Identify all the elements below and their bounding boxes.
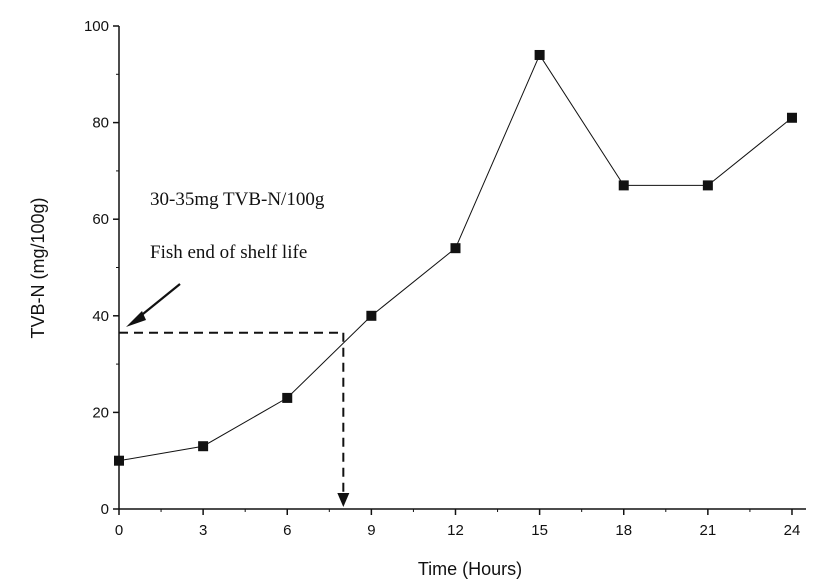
- y-tick-label: 0: [101, 501, 109, 518]
- x-tick-label: 15: [531, 522, 548, 539]
- x-tick-label: 18: [615, 522, 632, 539]
- data-point: [534, 49, 545, 60]
- y-axis-title: TVB-N (mg/100g): [28, 197, 48, 338]
- annotation-line-1: 30-35mg TVB-N/100g: [150, 189, 325, 210]
- x-tick-label: 24: [784, 522, 801, 539]
- x-tick-label: 9: [367, 522, 375, 539]
- x-tick-label: 21: [700, 522, 717, 539]
- y-tick-label: 100: [84, 18, 109, 35]
- threshold-arrowhead: [337, 493, 350, 507]
- y-tick-label: 60: [92, 211, 109, 228]
- data-point: [198, 441, 209, 452]
- annotation-line-2: Fish end of shelf life: [150, 242, 307, 263]
- data-point: [702, 180, 713, 191]
- data-point: [282, 392, 293, 403]
- threshold-guide: [119, 331, 350, 507]
- x-ticks: 0 3 6 9 12 15 18 21 24: [115, 509, 800, 539]
- y-tick-label: 40: [92, 308, 109, 325]
- x-tick-label: 12: [447, 522, 464, 539]
- x-tick-label: 6: [283, 522, 291, 539]
- annotation-arrow: [126, 283, 181, 327]
- series: [114, 49, 797, 466]
- y-ticks: 0 20 40 60 80 100: [84, 18, 119, 518]
- y-tick-label: 20: [92, 404, 109, 421]
- data-point: [618, 180, 629, 191]
- x-tick-label: 0: [115, 522, 123, 539]
- data-point: [366, 310, 377, 321]
- data-point: [450, 243, 461, 254]
- y-tick-label: 80: [92, 115, 109, 132]
- data-point: [114, 455, 124, 466]
- x-axis-title: Time (Hours): [418, 559, 522, 579]
- data-point: [786, 112, 797, 123]
- x-tick-label: 3: [199, 522, 207, 539]
